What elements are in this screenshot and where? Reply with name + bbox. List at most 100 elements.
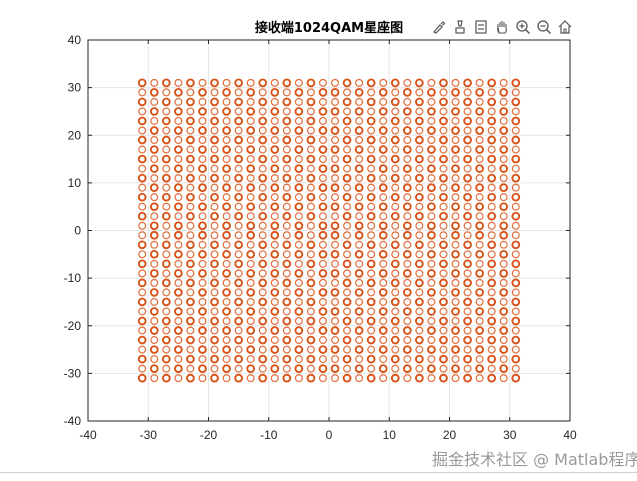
constellation-point bbox=[415, 250, 424, 259]
constellation-point bbox=[222, 355, 231, 364]
constellation-point bbox=[294, 345, 304, 354]
constellation-point bbox=[427, 183, 436, 192]
constellation-point bbox=[282, 269, 291, 278]
constellation-point bbox=[487, 164, 496, 173]
constellation-point bbox=[137, 354, 147, 364]
constellation-point bbox=[354, 288, 364, 297]
constellation-point bbox=[355, 278, 364, 287]
constellation-point bbox=[415, 88, 424, 97]
constellation-point bbox=[451, 202, 460, 212]
datatip-icon[interactable] bbox=[451, 18, 469, 36]
constellation-point bbox=[161, 192, 171, 202]
brush-icon[interactable] bbox=[430, 18, 448, 36]
constellation-point bbox=[343, 126, 352, 135]
constellation-point bbox=[149, 202, 159, 212]
constellation-point bbox=[149, 145, 159, 154]
constellation-point bbox=[174, 221, 183, 231]
constellation-point bbox=[318, 355, 327, 364]
constellation-points bbox=[137, 78, 521, 383]
constellation-point bbox=[318, 221, 328, 231]
constellation-point bbox=[234, 221, 243, 230]
constellation-point bbox=[475, 183, 484, 192]
constellation-point bbox=[463, 126, 472, 135]
constellation-point bbox=[475, 97, 484, 106]
constellation-point bbox=[162, 107, 171, 116]
constellation-point bbox=[210, 326, 219, 335]
constellation-point bbox=[294, 193, 303, 202]
constellation-point bbox=[463, 269, 472, 278]
constellation-point bbox=[330, 221, 340, 231]
axes-toolbar bbox=[430, 18, 574, 38]
constellation-point bbox=[162, 269, 171, 278]
constellation-point bbox=[439, 316, 448, 326]
constellation-point bbox=[306, 135, 316, 145]
constellation-point bbox=[439, 345, 448, 354]
constellation-point bbox=[282, 192, 292, 202]
zoom-in-icon[interactable] bbox=[514, 18, 532, 36]
constellation-point bbox=[306, 145, 315, 154]
constellation-point bbox=[150, 259, 159, 268]
constellation-point bbox=[210, 297, 219, 307]
constellation-point bbox=[331, 212, 340, 221]
constellation-point bbox=[306, 373, 316, 383]
constellation-point bbox=[463, 373, 472, 383]
constellation-point bbox=[318, 126, 328, 135]
constellation-point bbox=[294, 316, 303, 325]
constellation-point bbox=[511, 373, 521, 383]
constellation-point bbox=[343, 250, 352, 259]
constellation-point bbox=[427, 249, 436, 259]
data-cursor-icon[interactable] bbox=[472, 18, 490, 36]
constellation-point bbox=[463, 231, 472, 240]
constellation-point bbox=[487, 107, 496, 116]
constellation-point bbox=[451, 230, 460, 240]
constellation-point bbox=[258, 192, 268, 202]
constellation-point bbox=[149, 183, 159, 192]
constellation-point bbox=[282, 173, 292, 183]
constellation-point bbox=[463, 211, 472, 221]
constellation-point bbox=[439, 116, 448, 126]
constellation-point bbox=[415, 164, 424, 173]
y-tick-label: 0 bbox=[74, 224, 81, 238]
constellation-point bbox=[318, 202, 328, 212]
constellation-point bbox=[511, 145, 520, 154]
constellation-point bbox=[282, 364, 291, 373]
constellation-point bbox=[306, 221, 315, 230]
x-tick-label: -30 bbox=[140, 428, 158, 442]
constellation-point bbox=[402, 345, 412, 354]
constellation-point bbox=[366, 173, 376, 183]
constellation-point bbox=[343, 231, 352, 240]
constellation-point bbox=[270, 297, 279, 306]
constellation-point bbox=[246, 174, 255, 183]
constellation-point bbox=[378, 107, 388, 116]
constellation-point bbox=[499, 259, 508, 268]
constellation-point bbox=[234, 126, 243, 135]
constellation-point bbox=[294, 259, 303, 268]
constellation-point bbox=[511, 326, 520, 335]
constellation-point bbox=[282, 231, 291, 240]
constellation-point bbox=[138, 88, 147, 97]
constellation-point bbox=[174, 288, 183, 297]
constellation-point bbox=[222, 126, 231, 135]
home-icon[interactable] bbox=[556, 18, 574, 36]
pan-icon[interactable] bbox=[493, 18, 511, 36]
constellation-point bbox=[475, 164, 484, 173]
zoom-out-icon[interactable] bbox=[535, 18, 553, 36]
constellation-point bbox=[210, 240, 219, 250]
constellation-point bbox=[174, 278, 183, 287]
constellation-point bbox=[463, 135, 472, 145]
constellation-point bbox=[463, 364, 472, 373]
constellation-point bbox=[390, 97, 400, 107]
constellation-point bbox=[222, 269, 231, 278]
constellation-point bbox=[234, 278, 243, 288]
constellation-point bbox=[306, 183, 315, 192]
constellation-point bbox=[354, 269, 364, 278]
constellation-point bbox=[367, 145, 376, 154]
constellation-point bbox=[403, 278, 412, 287]
constellation-point bbox=[246, 164, 256, 173]
constellation-point bbox=[402, 307, 412, 316]
watermark-text: 掘金技术社区 @ Matlab程序猿 bbox=[432, 450, 637, 469]
constellation-point bbox=[161, 354, 171, 364]
constellation-point bbox=[367, 250, 376, 259]
constellation-point bbox=[331, 240, 340, 249]
constellation-point bbox=[222, 326, 231, 335]
